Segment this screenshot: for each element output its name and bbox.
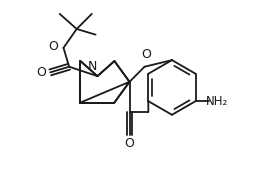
Text: O: O: [48, 40, 58, 53]
Text: O: O: [141, 48, 152, 61]
Text: NH₂: NH₂: [206, 95, 228, 108]
Text: O: O: [125, 137, 134, 150]
Text: O: O: [36, 66, 46, 79]
Text: N: N: [88, 60, 97, 73]
